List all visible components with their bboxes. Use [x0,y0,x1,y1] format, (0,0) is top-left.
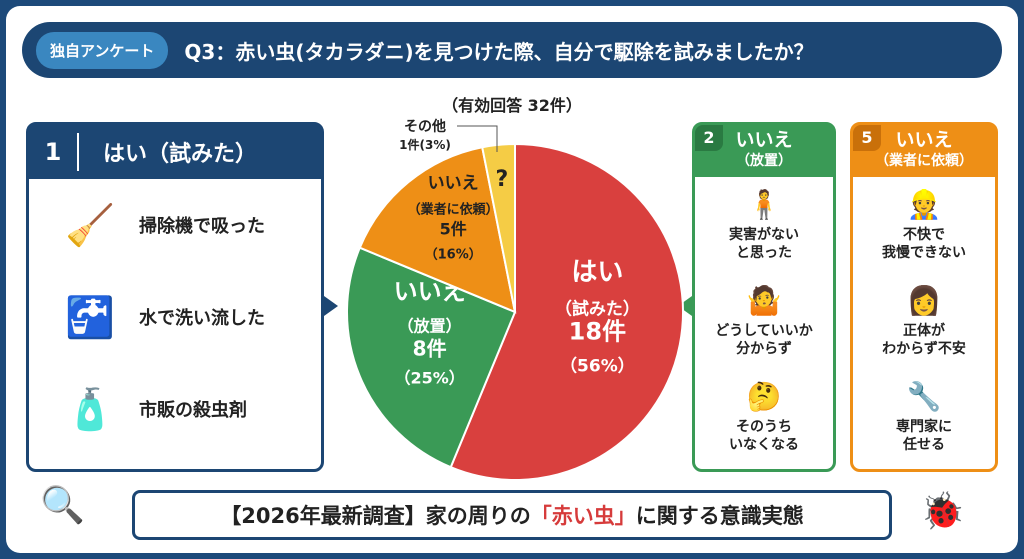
insecticide-spray-icon: 🧴 [65,386,115,433]
list-item: 🧍 実害がない と思った [695,177,833,273]
slice-label: 5件 [440,220,467,239]
slice-label: 8件 [413,336,447,360]
item-label: 正体が わからず不安 [882,323,966,357]
confused-person-icon: 🤷 [746,284,782,317]
box-subtitle: （業者に依頼） [875,153,973,169]
magnifier-bug-icon: 🔍 [40,485,85,526]
thinking-person-icon: 🤔 [746,380,782,413]
slice-label: 18件 [569,317,626,345]
box-title: はい（試みた） [103,142,258,167]
item-label: 掃除機で吸った [139,216,265,237]
slice-label: （試みた） [555,298,640,319]
person-icon: 🧍 [746,188,782,221]
footer-text: 【2026年最新調査】家の周りの [220,504,531,528]
slice-label: その他 [404,118,446,135]
worried-woman-icon: 👩 [906,284,942,317]
footer-text: に関する意識実態 [635,504,804,528]
slice-mark: ? [495,167,508,192]
arrow-left [324,296,338,316]
response-count: （有効回答 32件） [442,96,582,115]
slice-label: （56%） [560,355,635,376]
footer-highlight: 「赤い虫」 [530,504,636,528]
item-label: そのうち いなくなる [729,419,799,453]
footer-title: 【2026年最新調査】家の周りの 「赤い虫」 に関する意識実態 [132,490,892,540]
survey-tag: 独自アンケート [36,31,169,69]
worker-icon: 👷 [906,188,942,221]
slice-label: （16%） [425,247,482,263]
pie-slice [358,146,517,314]
question-title: Q3：赤い虫(タカラダニ)を見つけた際、自分で駆除を試みましたか？ [184,39,814,64]
list-item: 🔧 専門家に 任せる [853,369,995,465]
slice-label: （業者に依頼） [408,202,499,218]
list-item: 🤷 どうしていいか 分からず [695,273,833,369]
box-title: いいえ [735,129,793,151]
yes-methods-box: 1 はい（試みた） 🧹 掃除機で吸った 🚰 水で洗い流した 🧴 市販の殺虫剤 [26,122,324,472]
slice-label: はい [571,257,623,287]
item-label: 水で洗い流した [139,308,265,329]
neglect-reasons-box: 2 いいえ （放置） 🧍 実害がない と思った 🤷 どうしていいか 分からず 🤔 そのうち… [692,122,836,472]
box-number: 2 [695,125,723,151]
list-item: 🚰 水で洗い流した [29,271,321,363]
slice-label: （放置） [398,316,462,335]
box-number: 5 [853,125,881,151]
item-label: 専門家に 任せる [896,419,952,453]
slice-label: いいえ [428,174,479,194]
list-item: 🤔 そのうち いなくなる [695,369,833,465]
item-label: 不快で 我慢できない [882,227,966,261]
worker-wrench-icon: 🔧 [906,380,942,413]
list-item: 👷 不快で 我慢できない [853,177,995,273]
list-item: 👩 正体が わからず不安 [853,273,995,369]
slice-count: 1件(3%) [399,137,451,152]
list-item: 🧹 掃除機で吸った [29,179,321,271]
slice-label: （25%） [394,368,464,387]
pie-slice [346,246,517,469]
item-label: どうしていいか 分からず [715,323,813,357]
pie-slice [449,142,684,481]
item-label: 実害がない と思った [729,227,799,261]
header-banner: 独自アンケート Q3：赤い虫(タカラダニ)を見つけた際、自分で駆除を試みましたか… [22,22,1002,78]
box-number: 1 [29,133,79,171]
faucet-water-icon: 🚰 [65,294,115,341]
item-label: 市販の殺虫剤 [139,400,247,421]
leader-line [457,125,498,152]
box-title: いいえ [895,129,953,151]
box-subtitle: （放置） [736,153,792,169]
list-item: 🧴 市販の殺虫剤 [29,363,321,455]
bug-magnifier-icon: 🐞 [920,491,965,532]
vacuum-cleaner-icon: 🧹 [65,202,115,249]
pie-slice [481,142,516,313]
professional-reasons-box: 5 いいえ （業者に依頼） 👷 不快で 我慢できない 👩 正体が わからず不安 🔧 専門家… [850,122,998,472]
